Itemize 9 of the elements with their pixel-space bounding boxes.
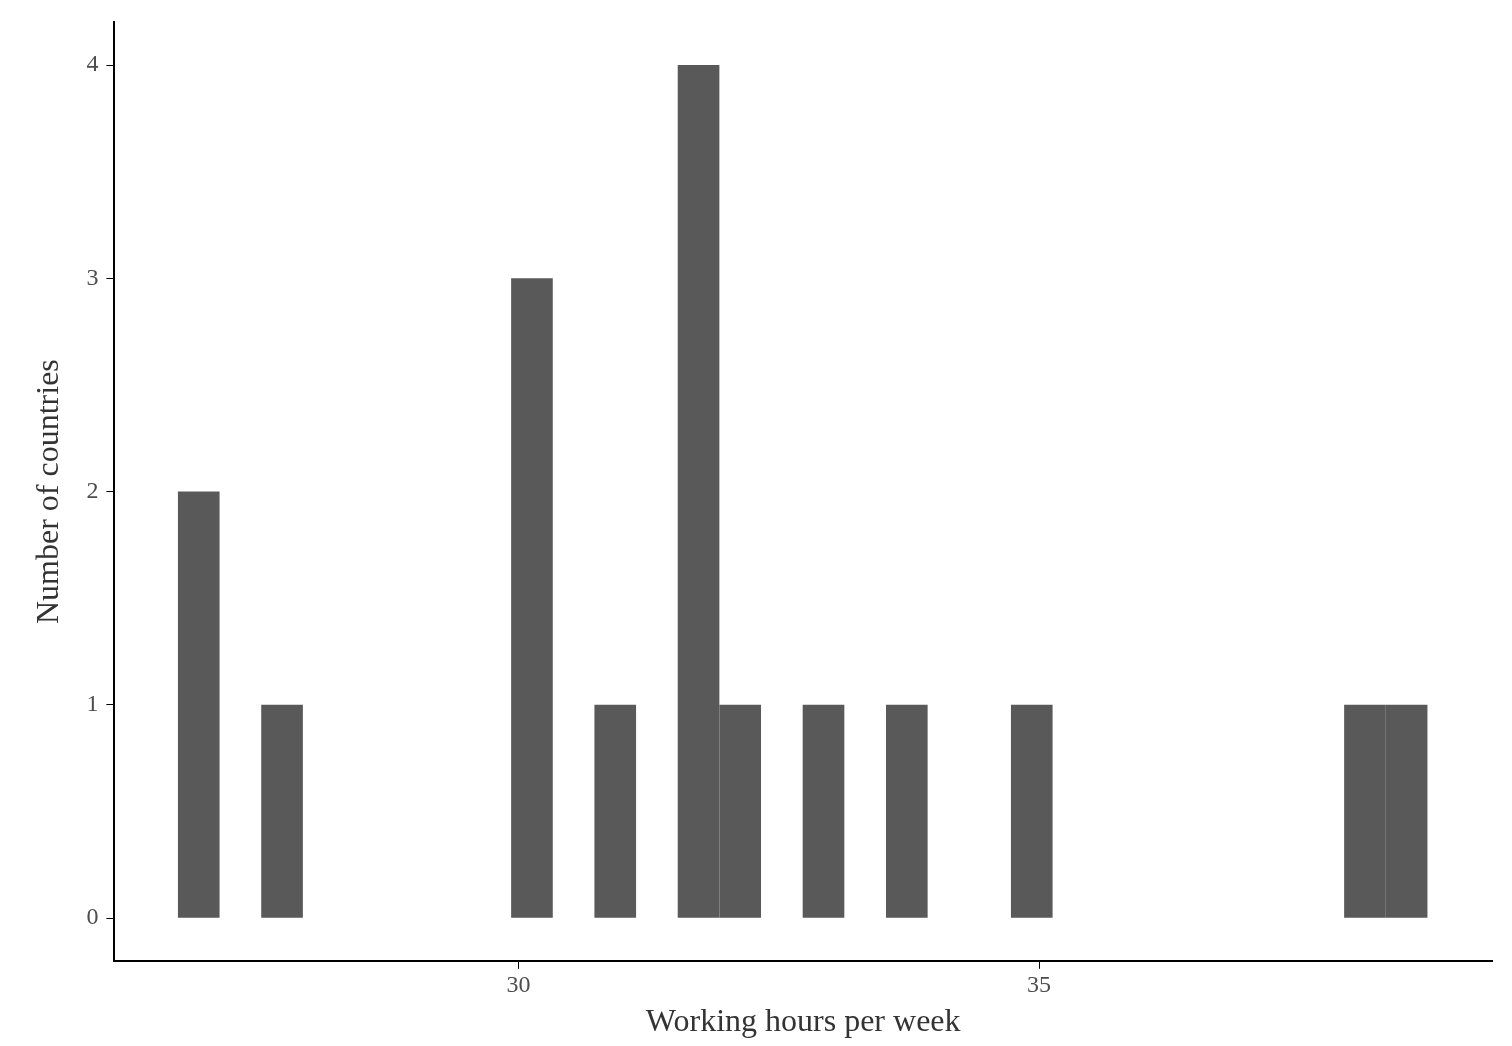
x-tick-label: 30 [506,971,531,998]
y-tick-label: 4 [86,50,99,77]
y-tick-label: 2 [86,476,99,503]
y-tick-label: 3 [86,263,99,290]
x-axis-title: Working hours per week [645,1002,961,1039]
y-tick-label: 0 [86,903,99,930]
y-axis-title: Number of countries [28,359,65,625]
x-tick-label: 35 [1027,971,1052,998]
y-tick-label: 1 [86,690,99,717]
